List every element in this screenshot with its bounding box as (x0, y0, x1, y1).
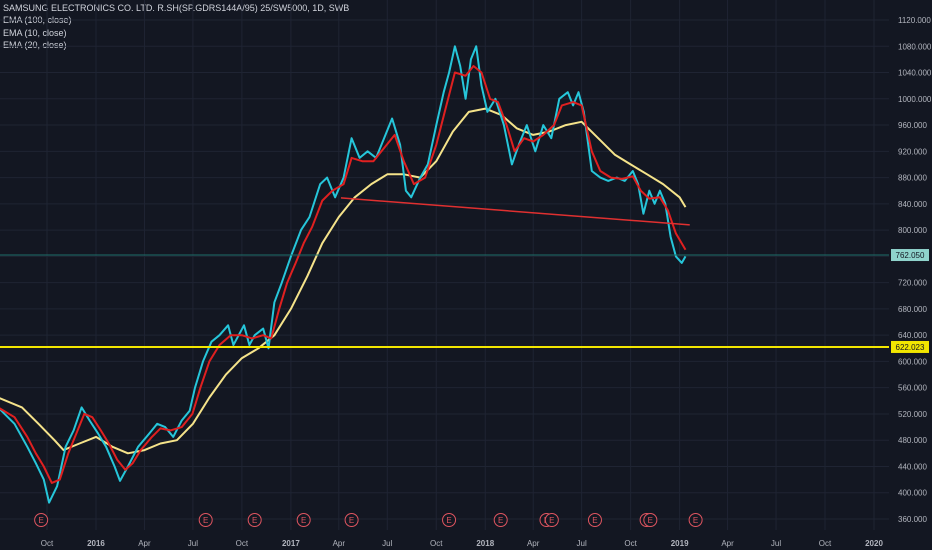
earnings-label: E (648, 516, 653, 525)
series-line-ema10 (0, 65, 687, 484)
earnings-label: E (252, 516, 257, 525)
support-price-tag-text: 622.023 (896, 343, 925, 352)
trend-line (340, 197, 690, 226)
support-price-tag (891, 340, 929, 353)
earnings-marker (442, 513, 457, 527)
last-price-tag-text: 762.050 (896, 251, 925, 260)
y-tick-label: 1040.000 (898, 69, 932, 78)
y-tick-label: 680.000 (898, 305, 927, 314)
y-tick-label: 920.000 (898, 147, 927, 156)
earnings-marker (198, 513, 213, 527)
y-tick-label: 560.000 (898, 384, 927, 393)
x-tick-label: Oct (819, 539, 832, 548)
time-axis[interactable]: Oct 2016 Apr Jul Oct 2017 Apr Jul Oct 2018 Apr Jul O… (41, 539, 884, 548)
overlay-layer (0, 197, 889, 348)
series-line-ema100 (0, 107, 687, 455)
price-axis-panel[interactable] (890, 0, 932, 550)
earnings-label: E (549, 516, 554, 525)
earnings-label: E (446, 516, 451, 525)
x-tick-label: 2016 (87, 539, 105, 548)
series-line-price (0, 45, 687, 504)
x-tick-label: 2019 (671, 539, 689, 548)
earnings-marker (688, 513, 703, 527)
y-tick-label: 480.000 (898, 436, 927, 445)
symbol-title[interactable]: SAMSUNG ELECTRONICS CO. LTD. R.SH(SP.GDR… (3, 3, 350, 13)
indicator-ema20[interactable]: EMA (20, close) (3, 39, 67, 50)
earnings-marker (296, 513, 311, 527)
y-tick-label: 1120.000 (898, 16, 931, 25)
x-tick-label: Jul (771, 539, 781, 548)
earnings-label: E (592, 516, 597, 525)
y-tick-label: 1080.000 (898, 42, 932, 51)
earnings-markers: EEEEEEEEEEEEE (34, 513, 703, 527)
x-tick-label: Oct (41, 539, 54, 548)
x-tick-label: Jul (188, 539, 198, 548)
earnings-label: E (693, 516, 698, 525)
x-tick-label: Oct (236, 539, 249, 548)
earnings-label: E (203, 516, 208, 525)
y-tick-label: 800.000 (898, 226, 927, 235)
y-tick-label: 440.000 (898, 462, 927, 471)
y-tick-label: 840.000 (898, 200, 927, 209)
earnings-label: E (38, 516, 43, 525)
y-tick-label: 360.000 (898, 515, 927, 524)
price-tags: 762.050 622.023 (891, 249, 929, 353)
y-tick-label: 640.000 (898, 331, 927, 340)
earnings-label: E (498, 516, 503, 525)
earnings-label: E (301, 516, 306, 525)
indicator-ema10[interactable]: EMA (10, close) (3, 27, 67, 38)
y-tick-label: 600.000 (898, 357, 927, 366)
y-tick-label: 880.000 (898, 174, 927, 183)
last-price-tag (891, 249, 929, 262)
chart-grid (0, 0, 889, 530)
y-tick-label: 960.000 (898, 121, 927, 130)
x-tick-label: 2017 (282, 539, 300, 548)
x-tick-label: Oct (624, 539, 637, 548)
earnings-marker (493, 513, 508, 527)
earnings-marker (544, 513, 559, 527)
earnings-marker (643, 513, 658, 527)
x-tick-label: Oct (430, 539, 443, 548)
x-tick-label: Apr (527, 539, 540, 548)
earnings-marker (587, 513, 602, 527)
earnings-label: E (349, 516, 354, 525)
y-tick-label: 720.000 (898, 279, 927, 288)
x-tick-label: Apr (138, 539, 151, 548)
series-layer (0, 45, 687, 504)
earnings-marker (247, 513, 262, 527)
x-tick-label: Jul (382, 539, 392, 548)
x-tick-label: Apr (721, 539, 734, 548)
y-tick-label: 400.000 (898, 489, 927, 498)
x-tick-label: 2018 (476, 539, 494, 548)
x-tick-label: 2020 (865, 539, 883, 548)
y-tick-label: 1000.000 (898, 95, 932, 104)
earnings-marker (344, 513, 359, 527)
earnings-marker (34, 513, 49, 527)
x-tick-label: Apr (333, 539, 346, 548)
x-tick-label: Jul (577, 539, 587, 548)
y-tick-label: 520.000 (898, 410, 927, 419)
